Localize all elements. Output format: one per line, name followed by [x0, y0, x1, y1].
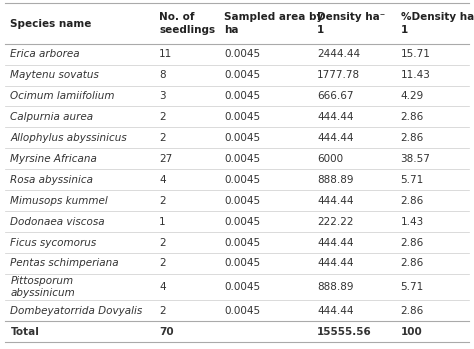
Text: Ficus sycomorus: Ficus sycomorus: [10, 238, 97, 247]
Text: 0.0045: 0.0045: [224, 91, 260, 101]
Text: Sampled area by
ha: Sampled area by ha: [224, 12, 323, 35]
Text: Calpurnia aurea: Calpurnia aurea: [10, 112, 93, 122]
Text: 5.71: 5.71: [401, 175, 424, 185]
Text: Pentas schimperiana: Pentas schimperiana: [10, 259, 119, 268]
Text: 15.71: 15.71: [401, 49, 430, 59]
Text: 4: 4: [159, 282, 166, 292]
Text: 2.86: 2.86: [401, 238, 424, 247]
Text: 2: 2: [159, 238, 166, 247]
Text: Myrsine Africana: Myrsine Africana: [10, 154, 97, 164]
Text: 2: 2: [159, 112, 166, 122]
Text: 1777.78: 1777.78: [317, 70, 360, 80]
Text: 2: 2: [159, 133, 166, 143]
Text: Maytenu sovatus: Maytenu sovatus: [10, 70, 99, 80]
Text: 0.0045: 0.0045: [224, 282, 260, 292]
Text: 2.86: 2.86: [401, 133, 424, 143]
Text: 38.57: 38.57: [401, 154, 430, 164]
Text: 3: 3: [159, 91, 166, 101]
Text: 0.0045: 0.0045: [224, 154, 260, 164]
Text: 222.22: 222.22: [317, 217, 354, 227]
Text: 444.44: 444.44: [317, 306, 354, 315]
Text: Pittosporum
abyssinicum: Pittosporum abyssinicum: [10, 276, 75, 298]
Text: 888.89: 888.89: [317, 175, 354, 185]
Text: 11.43: 11.43: [401, 70, 430, 80]
Text: 1: 1: [159, 217, 166, 227]
Text: 0.0045: 0.0045: [224, 217, 260, 227]
Text: 5.71: 5.71: [401, 282, 424, 292]
Text: 0.0045: 0.0045: [224, 306, 260, 315]
Text: 444.44: 444.44: [317, 112, 354, 122]
Text: 0.0045: 0.0045: [224, 49, 260, 59]
Text: 666.67: 666.67: [317, 91, 354, 101]
Text: 888.89: 888.89: [317, 282, 354, 292]
Text: Erica arborea: Erica arborea: [10, 49, 80, 59]
Text: 444.44: 444.44: [317, 133, 354, 143]
Text: 444.44: 444.44: [317, 238, 354, 247]
Text: 2.86: 2.86: [401, 196, 424, 206]
Text: 0.0045: 0.0045: [224, 112, 260, 122]
Text: Allophylus abyssinicus: Allophylus abyssinicus: [10, 133, 127, 143]
Text: Dombeyatorrida Dovyalis: Dombeyatorrida Dovyalis: [10, 306, 143, 315]
Text: 0.0045: 0.0045: [224, 133, 260, 143]
Text: 2: 2: [159, 306, 166, 315]
Text: 0.0045: 0.0045: [224, 238, 260, 247]
Text: 6000: 6000: [317, 154, 343, 164]
Text: Species name: Species name: [10, 18, 92, 29]
Text: 4: 4: [159, 175, 166, 185]
Text: 70: 70: [159, 327, 173, 336]
Text: 100: 100: [401, 327, 422, 336]
Text: No. of
seedlings: No. of seedlings: [159, 12, 215, 35]
Text: %Density ha⁻
1: %Density ha⁻ 1: [401, 12, 474, 35]
Text: 2: 2: [159, 259, 166, 268]
Text: 15555.56: 15555.56: [317, 327, 372, 336]
Text: 0.0045: 0.0045: [224, 175, 260, 185]
Text: Total: Total: [10, 327, 39, 336]
Text: Dodonaea viscosa: Dodonaea viscosa: [10, 217, 105, 227]
Text: 27: 27: [159, 154, 173, 164]
Text: 2.86: 2.86: [401, 112, 424, 122]
Text: 0.0045: 0.0045: [224, 259, 260, 268]
Text: 2: 2: [159, 196, 166, 206]
Text: 444.44: 444.44: [317, 196, 354, 206]
Text: 2.86: 2.86: [401, 259, 424, 268]
Text: Rosa abyssinica: Rosa abyssinica: [10, 175, 93, 185]
Text: 1.43: 1.43: [401, 217, 424, 227]
Text: 0.0045: 0.0045: [224, 70, 260, 80]
Text: 4.29: 4.29: [401, 91, 424, 101]
Text: 0.0045: 0.0045: [224, 196, 260, 206]
Text: 2444.44: 2444.44: [317, 49, 360, 59]
Text: 444.44: 444.44: [317, 259, 354, 268]
Text: 8: 8: [159, 70, 166, 80]
Text: Ocimum lamiifolium: Ocimum lamiifolium: [10, 91, 115, 101]
Text: 2.86: 2.86: [401, 306, 424, 315]
Text: Density ha⁻
1: Density ha⁻ 1: [317, 12, 385, 35]
Text: 11: 11: [159, 49, 173, 59]
Text: Mimusops kummel: Mimusops kummel: [10, 196, 108, 206]
